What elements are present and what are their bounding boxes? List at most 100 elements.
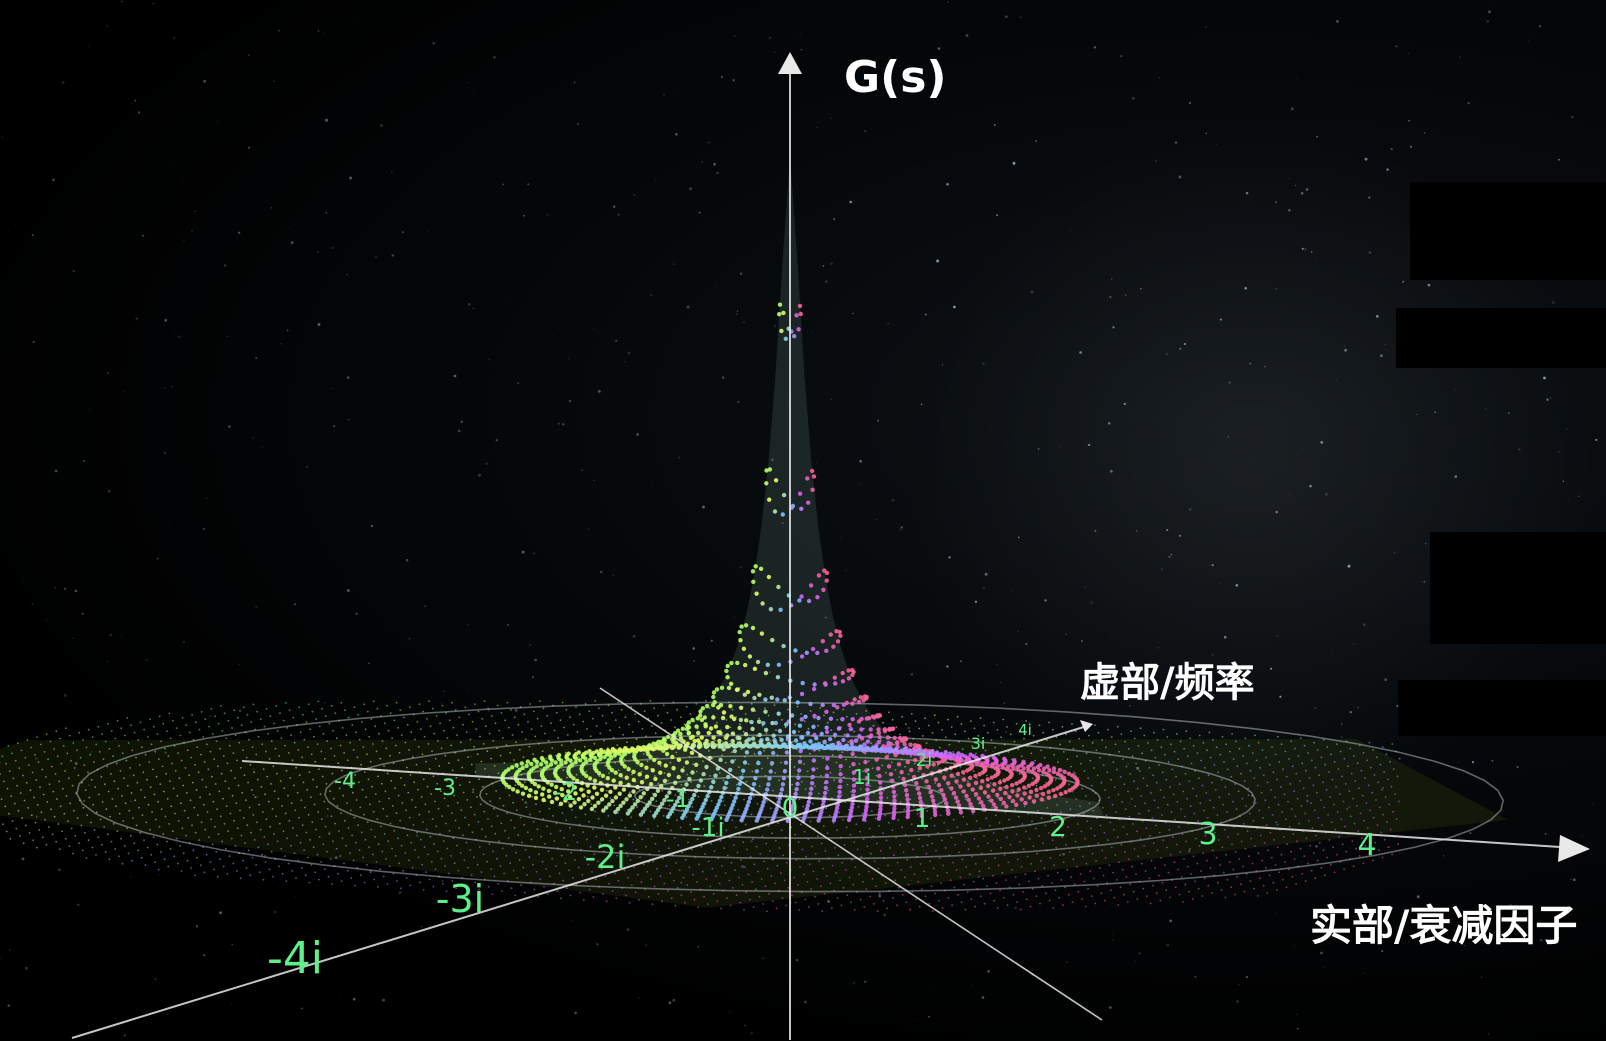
star — [840, 537, 842, 539]
plane-dot — [989, 824, 991, 827]
plane-dot — [920, 820, 923, 823]
plane-dot — [335, 780, 337, 782]
plane-dot — [303, 849, 305, 852]
plane-dot — [563, 726, 565, 729]
plane-dot — [719, 729, 722, 732]
plane-dot — [1381, 788, 1383, 791]
peak-dot — [804, 650, 809, 655]
plane-dot — [1003, 743, 1006, 746]
plane-dot — [836, 897, 839, 899]
plane-dot — [416, 831, 418, 834]
plane-dot — [986, 731, 989, 734]
plane-dot — [282, 830, 285, 832]
plane-dot — [7, 745, 10, 747]
plane-dot — [331, 772, 334, 775]
plane-dot — [662, 814, 665, 817]
plane-dot — [71, 784, 74, 787]
plane-dot — [1237, 833, 1239, 835]
star — [534, 658, 537, 662]
plane-dot — [296, 724, 298, 726]
plane-dot — [129, 834, 132, 837]
plane-dot — [1097, 731, 1100, 734]
plane-dot — [1177, 868, 1179, 871]
plane-dot — [905, 901, 908, 904]
plane-dot — [680, 783, 683, 786]
peak-dot — [709, 785, 714, 790]
plane-dot — [1125, 876, 1128, 878]
star — [174, 161, 176, 163]
plane-dot — [1043, 867, 1046, 870]
plane-dot — [512, 801, 514, 804]
star — [495, 439, 498, 442]
peak-dot — [725, 675, 730, 680]
peak-dot — [704, 703, 710, 709]
star — [892, 898, 894, 900]
plane-dot — [828, 857, 830, 860]
plane-dot — [198, 728, 201, 731]
star — [107, 372, 109, 374]
plane-dot — [604, 875, 607, 878]
peak-dot — [848, 726, 854, 732]
plane-dot — [46, 801, 49, 803]
plane-dot — [238, 741, 241, 744]
plane-dot — [614, 829, 617, 832]
plane-dot — [158, 825, 161, 828]
peak-dot — [822, 681, 828, 686]
plane-dot — [1234, 893, 1236, 896]
plane-dot — [1017, 858, 1019, 861]
star — [1169, 919, 1173, 923]
star — [1109, 1006, 1112, 1009]
plane-dot — [959, 876, 962, 879]
peak-dot — [862, 742, 867, 747]
plane-dot — [162, 833, 165, 836]
peak-dot — [669, 744, 675, 749]
plane-dot — [696, 770, 698, 773]
plane-dot — [417, 746, 420, 748]
plane-dot — [1102, 764, 1105, 766]
plane-dot — [1200, 870, 1202, 872]
plane-dot — [416, 721, 419, 723]
star — [1416, 895, 1420, 899]
peak-dot — [973, 773, 978, 779]
plane-dot — [553, 840, 556, 842]
plane-dot — [1031, 820, 1033, 822]
plane-dot — [1391, 743, 1394, 745]
plane-dot — [1045, 892, 1047, 895]
plane-dot — [1029, 905, 1032, 908]
plane-dot — [1014, 808, 1016, 811]
plane-dot — [1214, 789, 1217, 791]
peak-dot — [832, 675, 837, 680]
plane-dot — [187, 817, 190, 819]
plane-dot — [1290, 740, 1293, 743]
peak-dot — [727, 743, 733, 748]
plane-dot — [321, 818, 323, 821]
plane-dot — [643, 820, 646, 823]
peak-dot — [1031, 766, 1037, 771]
peak-dot — [711, 690, 717, 695]
plane-dot — [998, 754, 1000, 756]
star — [391, 254, 394, 257]
plane-dot — [1305, 837, 1308, 840]
plane-dot — [655, 800, 658, 802]
plane-dot — [278, 822, 281, 825]
star — [716, 286, 718, 288]
peak-dot — [852, 697, 857, 702]
plane-dot — [899, 733, 901, 736]
plane-dot — [258, 871, 261, 874]
plane-dot — [1250, 837, 1253, 840]
plane-dot — [14, 802, 16, 805]
plane-dot — [250, 831, 252, 834]
plane-dot — [1255, 870, 1258, 872]
plane-dot — [1372, 859, 1374, 862]
plane-dot — [230, 837, 233, 840]
peak-dot — [894, 747, 899, 752]
plane-dot — [308, 771, 311, 773]
plane-dot — [886, 796, 889, 799]
plane-dot — [163, 747, 166, 750]
peak-dot — [730, 731, 736, 736]
peak-dot — [902, 782, 908, 788]
star — [317, 251, 319, 253]
plane-dot — [1232, 758, 1235, 760]
plane-dot — [830, 729, 833, 731]
plane-dot — [797, 841, 800, 843]
